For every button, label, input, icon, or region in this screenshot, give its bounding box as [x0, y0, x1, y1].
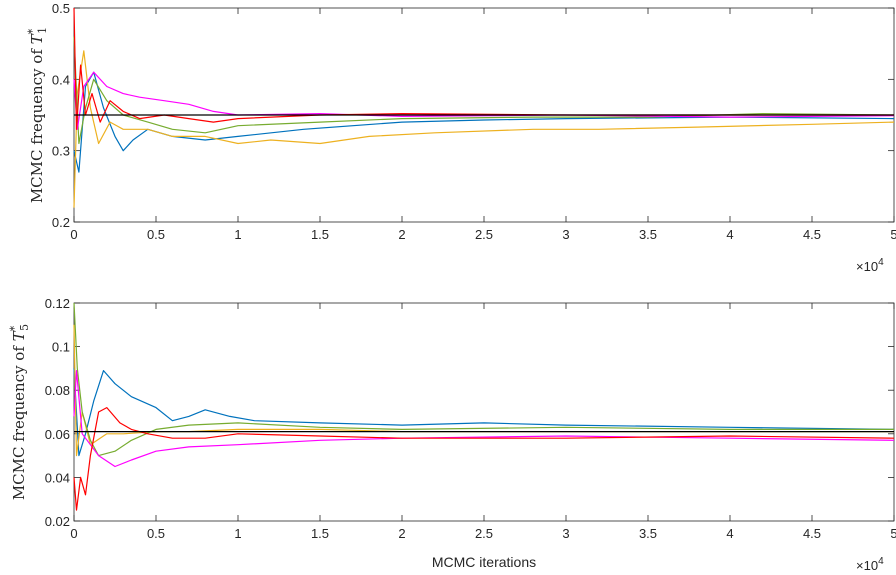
x-tick-label: 4.5: [803, 227, 821, 242]
series-line-5: [73, 7, 894, 130]
tick-labels-t5: 0 0.5 1 1.5 2 2.5 3 3.5 4 4.5 5 0.02 0.04 0.06 0.08 0.1…: [45, 296, 896, 541]
y-tick-label: 0.08: [45, 383, 70, 398]
x-tick-label: 0: [70, 227, 77, 242]
x-tick-label: 1: [234, 526, 241, 541]
y-tick-label: 0.3: [52, 144, 70, 159]
y-tick-label: 0.02: [45, 514, 70, 529]
x-tick-label: 2: [398, 227, 405, 242]
x-axis-label-t5: MCMC iterations: [432, 554, 536, 570]
x-tick-label: 0: [70, 526, 77, 541]
x-tick-label: 5: [890, 526, 896, 541]
x-multiplier-t5: ×104: [856, 556, 884, 573]
series-line-4: [73, 370, 895, 468]
plot-area-t5: [73, 302, 895, 522]
x-tick-label: 4.5: [803, 526, 821, 541]
panel-t1: 0 0.5 1 1.5 2 2.5 3 3.5 4 4.5 5 0.2 0.3 0.4 0.5 MCMC f…: [26, 1, 896, 274]
x-multiplier-t1: ×104: [856, 257, 884, 274]
x-tick-label: 3: [562, 526, 569, 541]
x-tick-label: 1: [234, 227, 241, 242]
x-tick-label: 2.5: [475, 227, 493, 242]
series-line-4: [73, 71, 895, 130]
series-layer-t5: [73, 302, 895, 511]
x-tick-label: 3.5: [639, 526, 657, 541]
series-line-1: [73, 368, 895, 457]
panel-t5: 0 0.5 1 1.5 2 2.5 3 3.5 4 4.5 5 0.02 0.04 0.06 0.08 0.1…: [8, 296, 896, 573]
x-tick-label: 2: [398, 526, 405, 541]
y-tick-label: 0.04: [45, 470, 70, 485]
x-tick-label: 5: [890, 227, 896, 242]
y-tick-label: 0.06: [45, 427, 70, 442]
y-tick-label: 0.1: [52, 340, 70, 355]
tick-labels-t1: 0 0.5 1 1.5 2 2.5 3 3.5 4 4.5 5 0.2 0.3 0.4 0.5: [52, 1, 896, 242]
series-layer-t1: [73, 7, 895, 208]
y-tick-label: 0.4: [52, 72, 70, 87]
y-axis-label-t1: MCMC frequency of T*1: [26, 27, 49, 203]
y-tick-label: 0.2: [52, 215, 70, 230]
axis-ticks-t1: [73, 7, 895, 223]
x-tick-label: 2.5: [475, 526, 493, 541]
y-tick-label: 0.5: [52, 1, 70, 16]
series-line-2: [73, 50, 895, 208]
x-tick-label: 0.5: [147, 227, 165, 242]
x-tick-label: 1.5: [311, 526, 329, 541]
x-tick-label: 1.5: [311, 227, 329, 242]
series-line-3: [73, 302, 894, 457]
x-tick-label: 0.5: [147, 526, 165, 541]
x-tick-label: 3: [562, 227, 569, 242]
series-line-3: [73, 36, 895, 145]
y-tick-label: 0.12: [45, 296, 70, 311]
x-tick-label: 4: [726, 526, 733, 541]
x-tick-label: 3.5: [639, 227, 657, 242]
x-tick-label: 4: [726, 227, 733, 242]
y-axis-label-t5: MCMC frequency of T*5: [8, 324, 31, 500]
